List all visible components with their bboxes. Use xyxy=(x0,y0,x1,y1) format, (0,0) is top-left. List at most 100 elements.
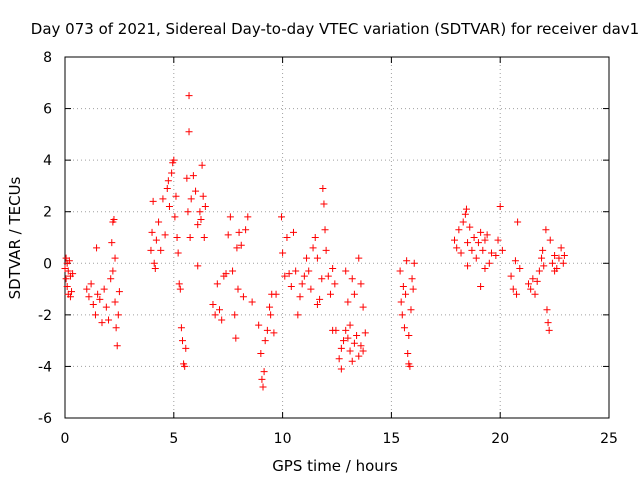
data-point xyxy=(152,236,160,244)
data-point xyxy=(192,187,200,195)
y-tick-label: 4 xyxy=(43,153,52,169)
data-point xyxy=(107,275,115,283)
data-point xyxy=(181,362,189,370)
data-point xyxy=(185,92,193,100)
data-point xyxy=(545,326,553,334)
data-point xyxy=(511,257,519,265)
data-point xyxy=(62,275,70,283)
data-point xyxy=(316,295,324,303)
data-point xyxy=(406,362,414,370)
data-point xyxy=(218,316,226,324)
data-point xyxy=(346,321,354,329)
data-point xyxy=(453,244,461,252)
data-point xyxy=(287,282,295,290)
data-point xyxy=(215,306,223,314)
data-point xyxy=(329,264,337,272)
data-point xyxy=(398,311,406,319)
data-point xyxy=(560,252,568,260)
data-point xyxy=(69,270,77,278)
data-point xyxy=(357,280,365,288)
data-point xyxy=(94,290,102,298)
data-point xyxy=(109,267,117,275)
y-tick-label: -2 xyxy=(38,308,52,324)
data-point xyxy=(113,342,121,350)
data-point xyxy=(187,195,195,203)
y-tick-label: -4 xyxy=(38,359,52,375)
data-point xyxy=(93,244,101,252)
data-point xyxy=(474,239,482,247)
data-point xyxy=(326,290,334,298)
data-point xyxy=(353,331,361,339)
data-point xyxy=(400,324,408,332)
x-tick-label: 15 xyxy=(382,431,400,447)
data-point xyxy=(185,128,193,136)
data-point xyxy=(292,267,300,275)
data-point xyxy=(229,267,237,275)
data-point xyxy=(507,272,515,280)
data-point xyxy=(481,236,489,244)
data-point xyxy=(539,246,547,254)
data-point xyxy=(303,254,311,262)
data-point xyxy=(98,319,106,327)
data-point xyxy=(234,285,242,293)
data-point xyxy=(189,172,197,180)
data-point xyxy=(237,241,245,249)
data-point xyxy=(355,254,363,262)
data-point xyxy=(147,246,155,254)
data-point xyxy=(533,277,541,285)
data-point xyxy=(321,226,329,234)
data-point xyxy=(348,357,356,365)
data-point xyxy=(509,285,517,293)
data-point xyxy=(232,334,240,342)
data-point xyxy=(165,203,173,211)
data-point xyxy=(233,244,241,252)
data-point xyxy=(278,213,286,221)
data-point xyxy=(402,290,410,298)
data-point xyxy=(163,185,171,193)
data-point xyxy=(115,288,123,296)
data-point xyxy=(108,239,116,247)
data-point xyxy=(157,246,165,254)
data-point xyxy=(479,246,487,254)
data-point xyxy=(150,259,158,267)
x-axis-title: GPS time / hours xyxy=(272,457,398,475)
data-point xyxy=(459,218,467,226)
data-point xyxy=(324,272,332,280)
data-point xyxy=(91,311,99,319)
data-point xyxy=(555,254,563,262)
data-point xyxy=(200,234,208,241)
data-point xyxy=(260,368,268,376)
data-point xyxy=(242,226,250,234)
data-point xyxy=(111,298,119,306)
data-point xyxy=(63,259,71,267)
data-point xyxy=(451,236,459,244)
y-tick-label: 2 xyxy=(43,205,52,221)
data-point xyxy=(85,293,93,301)
data-point xyxy=(350,339,358,347)
data-point xyxy=(335,355,343,363)
data-point xyxy=(496,203,504,211)
data-point xyxy=(149,197,157,205)
data-point xyxy=(494,236,502,244)
data-point xyxy=(111,254,119,262)
data-point xyxy=(87,280,95,288)
data-point xyxy=(524,280,532,288)
data-point xyxy=(148,228,156,236)
data-point xyxy=(477,228,485,236)
data-point xyxy=(538,254,546,262)
data-point xyxy=(173,234,181,241)
data-point xyxy=(457,249,465,257)
chart-title: Day 073 of 2021, Sidereal Day-to-day VTE… xyxy=(31,20,639,38)
data-point xyxy=(405,331,413,339)
data-point xyxy=(110,215,118,223)
data-point xyxy=(337,365,345,373)
data-point xyxy=(244,213,252,221)
data-point xyxy=(177,324,185,332)
data-point xyxy=(226,213,234,221)
data-point xyxy=(283,234,291,241)
data-point xyxy=(527,285,535,293)
data-point xyxy=(404,350,412,358)
data-point xyxy=(209,301,217,309)
data-point xyxy=(105,316,113,324)
data-point xyxy=(461,210,469,218)
